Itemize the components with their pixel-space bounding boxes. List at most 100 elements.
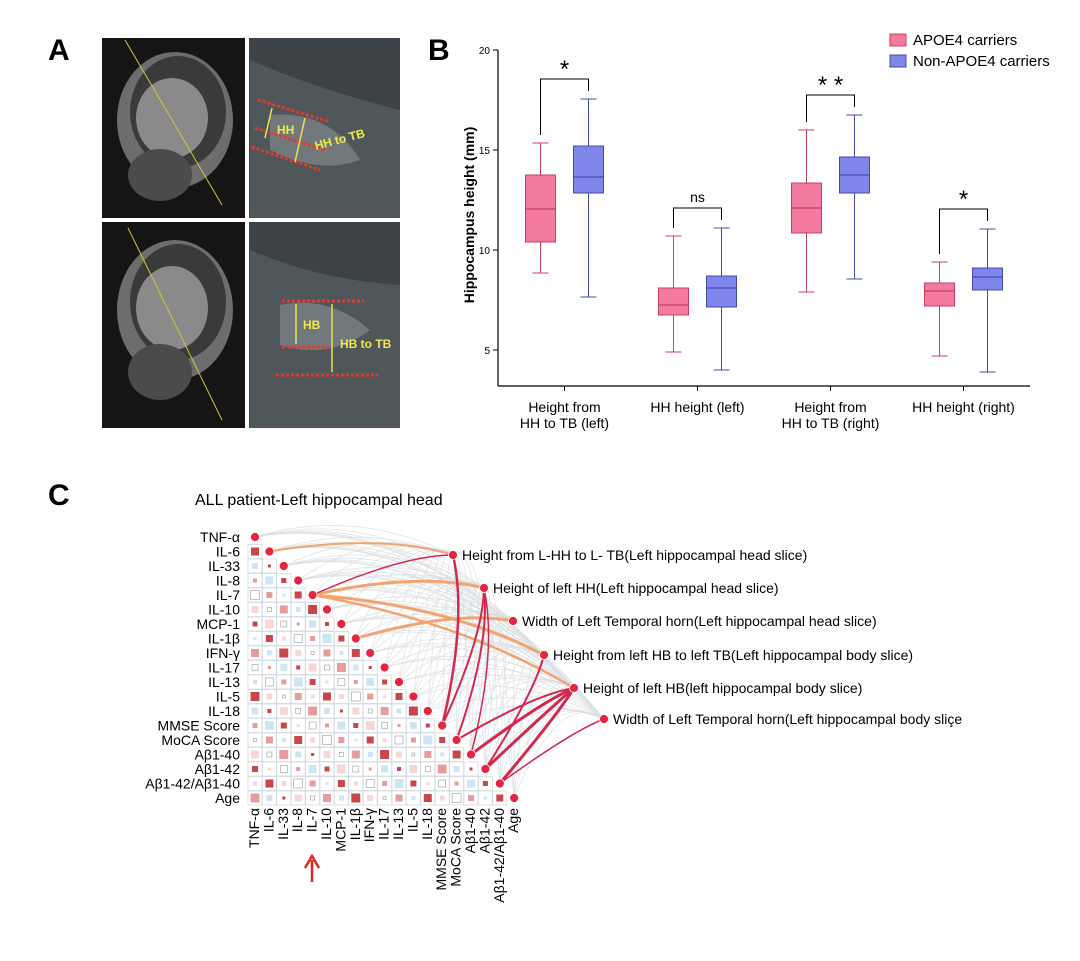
matrix-square	[410, 737, 416, 743]
box	[924, 282, 955, 307]
matrix-square	[252, 563, 258, 569]
matrix-square	[382, 796, 387, 800]
matrix-square	[252, 723, 258, 728]
matrix-square	[324, 708, 330, 714]
matrix-square	[365, 721, 375, 730]
significance-label: *	[959, 186, 968, 213]
matrix-square	[282, 796, 286, 800]
target-label: Width of Left Temporal horn(Left hippoca…	[613, 711, 962, 727]
matrix-square	[310, 795, 315, 801]
matrix-square	[396, 708, 402, 714]
row-label: IFN-γ	[206, 645, 240, 661]
column-label: IL-10	[318, 808, 334, 840]
matrix-square	[368, 666, 372, 669]
edge	[427, 550, 454, 712]
y-tick-label: 5	[484, 346, 490, 357]
matrix-square	[294, 794, 302, 802]
matrix-square	[251, 750, 259, 759]
edge	[470, 709, 605, 755]
row-label: TNF-α	[200, 529, 240, 545]
edge	[283, 561, 605, 720]
column-label: IL-5	[404, 808, 420, 832]
matrix-square	[380, 707, 389, 715]
panel-label: B	[428, 34, 450, 67]
row-label: Aβ1-42	[195, 761, 241, 777]
matrix-square	[266, 795, 273, 801]
matrix-square	[264, 619, 274, 629]
matrix-square	[251, 649, 259, 657]
edge	[512, 616, 515, 799]
node	[494, 778, 505, 789]
matrix-square	[454, 781, 459, 786]
row-label: Aβ1-40	[195, 747, 241, 763]
matrix-square	[337, 678, 346, 686]
matrix-square	[367, 708, 373, 714]
matrix-square	[438, 779, 447, 788]
row-label: IL-33	[208, 558, 240, 574]
column-label: Aβ1-40	[462, 808, 478, 854]
edge	[485, 710, 605, 770]
matrix-square	[424, 751, 432, 758]
panel-label: C	[48, 479, 70, 512]
matrix-square	[425, 723, 430, 728]
row-label: Age	[215, 790, 240, 806]
matrix-square	[338, 737, 345, 743]
edge	[298, 566, 485, 589]
matrix-square	[293, 634, 303, 643]
matrix-square	[295, 607, 301, 612]
matrix-square	[264, 721, 274, 730]
image-label: HB	[303, 318, 321, 332]
matrix-square	[469, 767, 473, 771]
matrix-square	[395, 794, 403, 802]
panel-label: A	[48, 34, 70, 67]
matrix-square	[253, 637, 257, 640]
edge	[483, 584, 515, 799]
row-label: IL-10	[208, 602, 240, 618]
node	[408, 691, 419, 702]
matrix-square	[310, 651, 315, 655]
edge	[312, 554, 454, 596]
edge	[427, 697, 605, 720]
matrix-square	[251, 606, 259, 613]
matrix-square	[353, 723, 359, 728]
column-label: IL-8	[289, 808, 305, 832]
matrix-square	[366, 736, 374, 744]
matrix-square	[310, 636, 316, 641]
matrix-square	[279, 605, 288, 614]
matrix-square	[279, 765, 288, 773]
matrix-square	[351, 750, 360, 759]
matrix-square	[279, 648, 289, 658]
column-label: IL-18	[419, 808, 435, 840]
column-label: MMSE Score	[433, 808, 449, 891]
column-label: Age	[505, 808, 521, 833]
matrix-square	[267, 767, 271, 771]
matrix-square	[467, 779, 475, 788]
matrix-square	[325, 723, 329, 728]
matrix-square	[395, 693, 403, 700]
matrix-square	[267, 709, 272, 713]
matrix-square	[279, 707, 288, 715]
target-node	[479, 583, 489, 593]
node	[466, 749, 476, 760]
matrix-square	[253, 578, 257, 583]
matrix-square	[281, 679, 287, 685]
legend-label: APOE4 carriers	[913, 32, 1017, 49]
matrix-square	[280, 664, 288, 671]
column-label: IL-1β	[347, 808, 363, 840]
row-label: Aβ1-42/Aβ1-40	[145, 776, 240, 792]
matrix-square	[366, 678, 375, 686]
target-node	[508, 616, 518, 626]
node	[336, 619, 347, 629]
target-label: Height of left HH(Left hippocampal head …	[493, 580, 779, 596]
node	[307, 590, 318, 600]
row-label: IL-1β	[208, 631, 240, 647]
y-tick-label: 10	[479, 246, 491, 257]
matrix-square	[336, 764, 346, 774]
node	[422, 706, 433, 716]
matrix-square	[351, 793, 361, 803]
matrix-square	[324, 766, 330, 772]
matrix-square	[309, 780, 316, 787]
matrix-square	[296, 622, 300, 626]
matrix-square	[281, 636, 286, 641]
node	[394, 677, 404, 687]
